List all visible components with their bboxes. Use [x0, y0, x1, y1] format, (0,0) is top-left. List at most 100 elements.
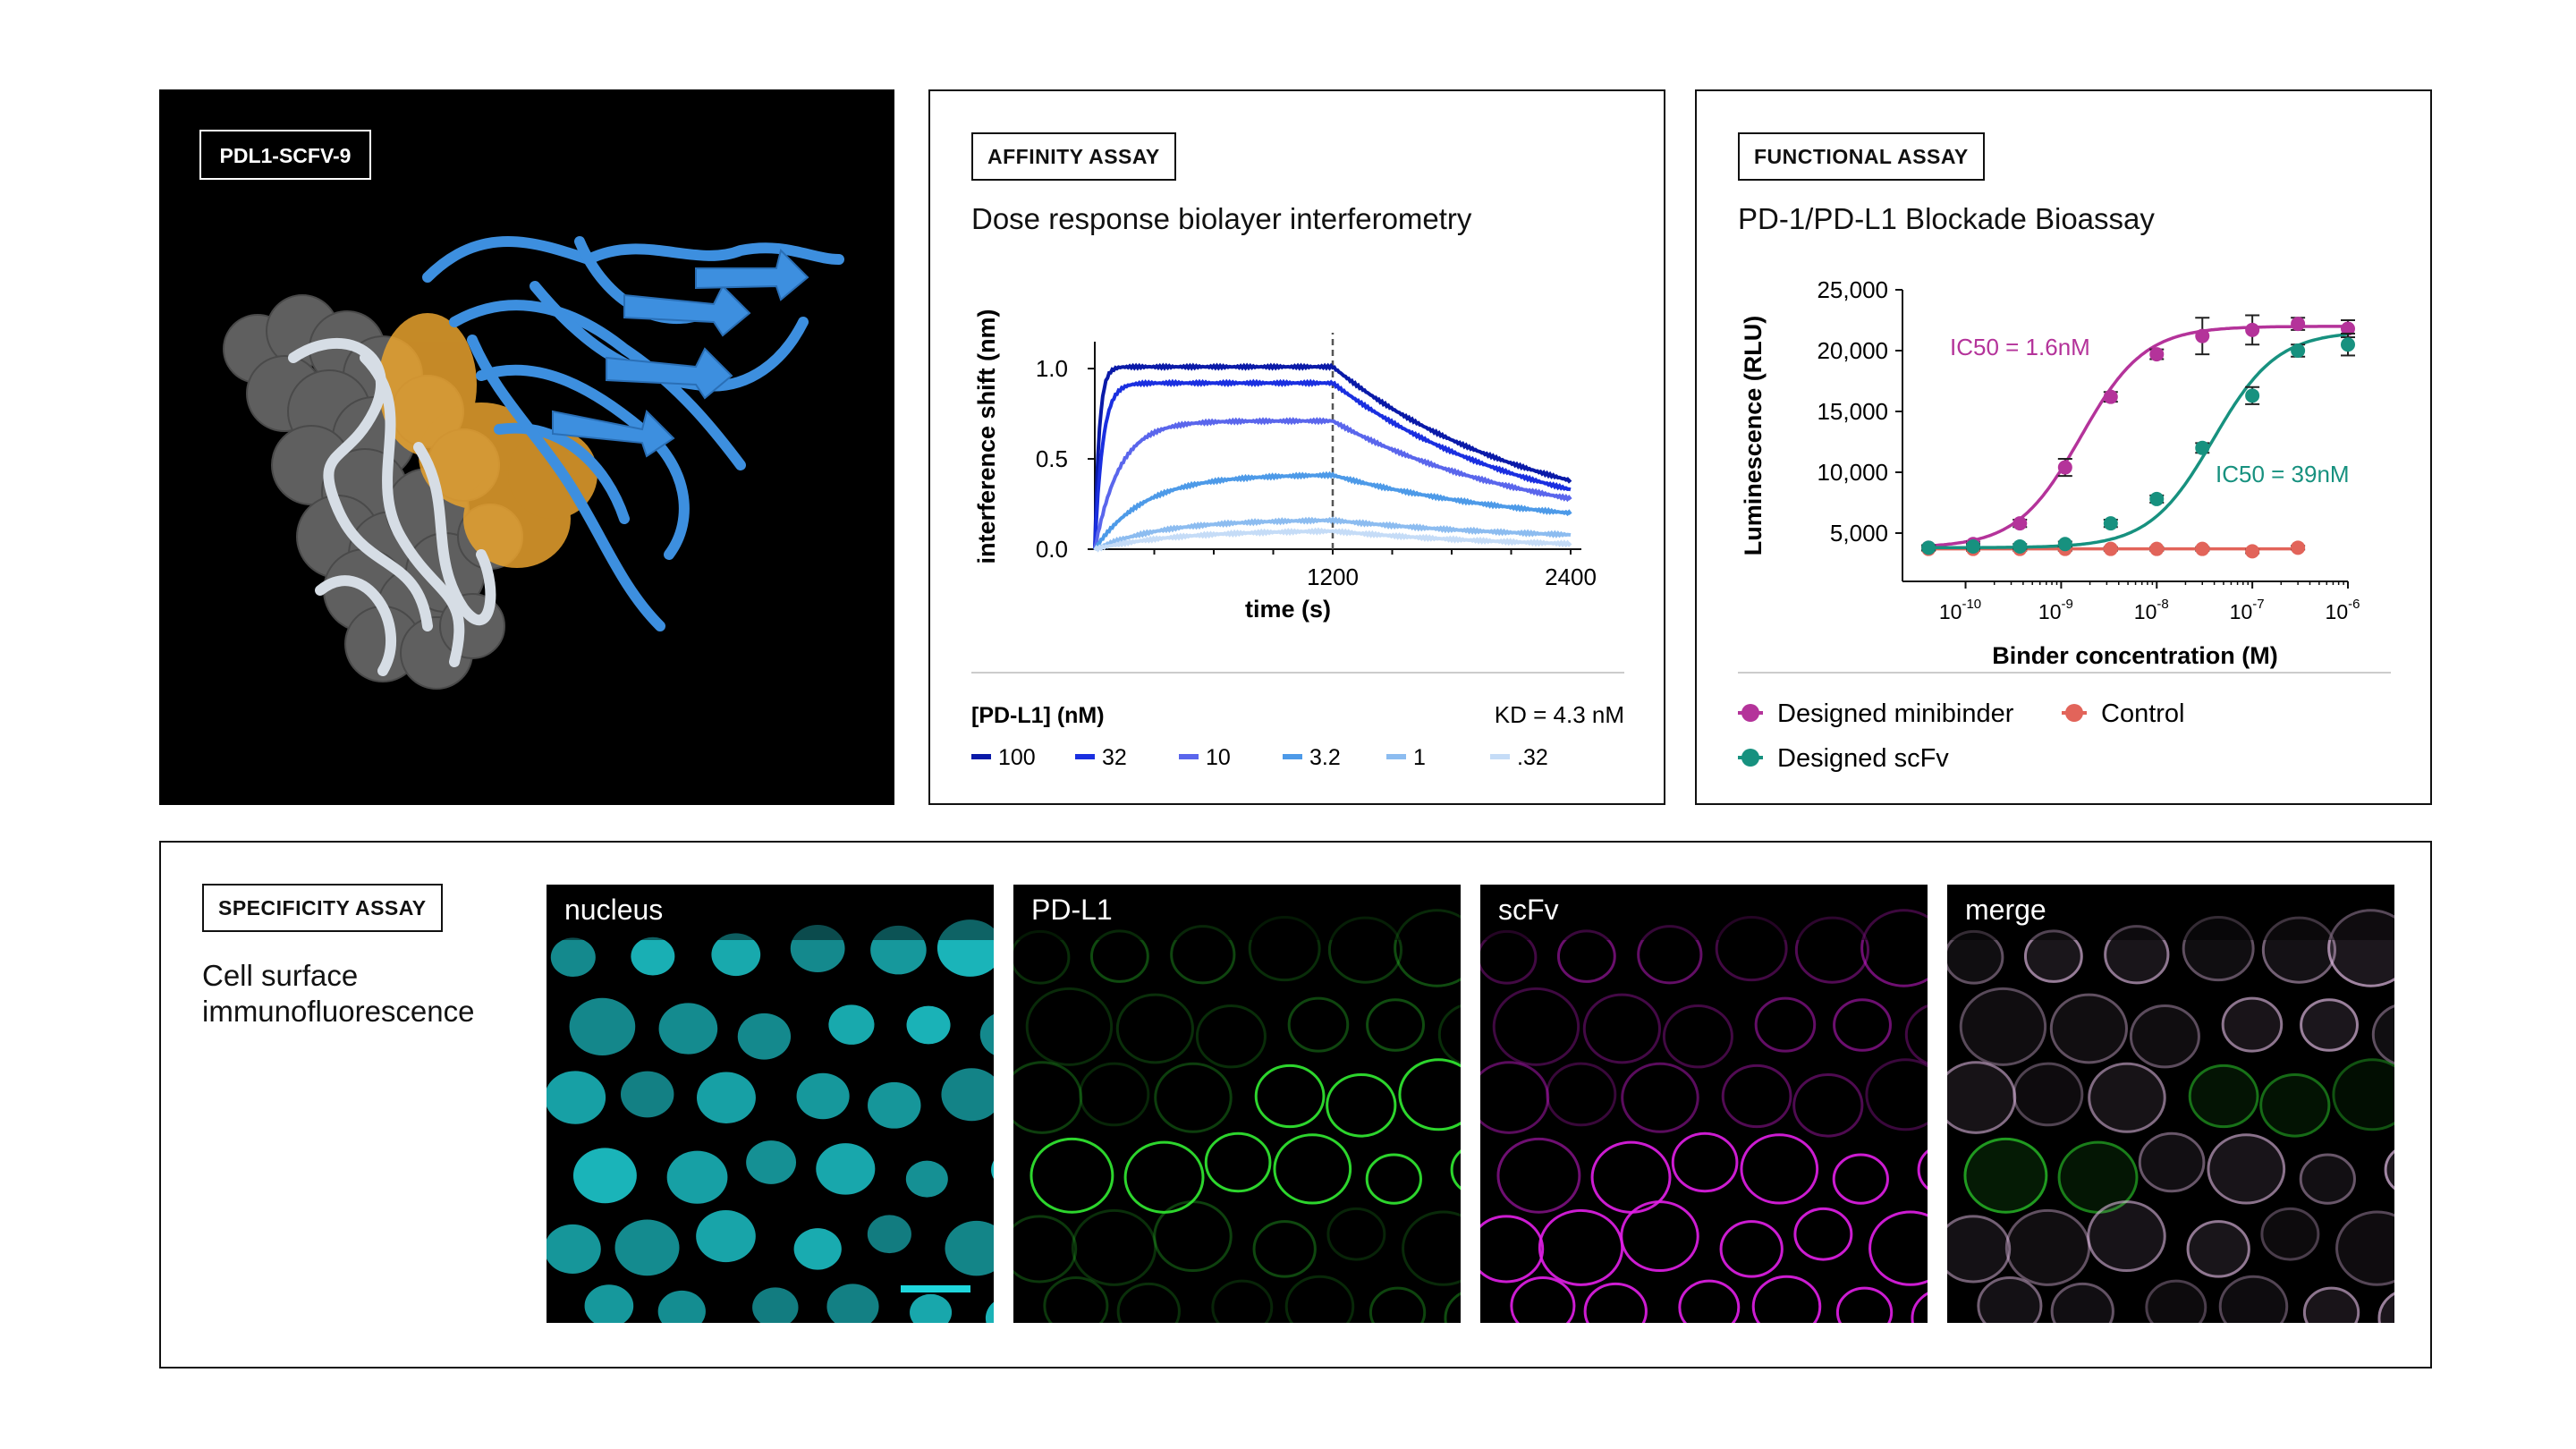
cell-membrane	[2104, 925, 2170, 985]
cell-membrane	[1284, 1275, 1355, 1323]
nucleus-blob	[905, 1160, 948, 1198]
data-point	[2195, 541, 2210, 556]
cell-membrane	[2260, 1207, 2320, 1261]
cell-membrane	[1394, 909, 1461, 987]
cell-membrane	[1170, 925, 1236, 985]
cell-membrane	[2129, 1004, 2200, 1069]
cell-membrane	[1754, 996, 1817, 1053]
cell-membrane	[1835, 1286, 1894, 1323]
cell-membrane	[2012, 1062, 2084, 1127]
nucleus-blob	[631, 936, 675, 976]
x-tick-exponent: -8	[2157, 597, 2168, 612]
cell-membrane	[1792, 1072, 1864, 1138]
cell-membrane	[2049, 993, 2128, 1064]
nucleus-blob	[906, 1005, 951, 1045]
functional-panel: FUNCTIONAL ASSAY PD-1/PD-L1 Blockade Bio…	[1695, 89, 2432, 805]
cell-membrane	[2087, 1200, 2166, 1273]
cell-membrane	[1546, 1062, 1617, 1127]
functional-subtitle: PD-1/PD-L1 Blockade Bioassay	[1738, 202, 2155, 235]
x-axis-label: Binder concentration (M)	[1992, 642, 2278, 669]
cell-membrane	[1248, 915, 1321, 982]
cell-membrane	[1510, 1276, 1576, 1323]
cell-membrane	[1153, 1200, 1233, 1273]
cell-membrane	[1671, 1131, 1739, 1193]
bli-series-line	[1093, 470, 1572, 551]
x-axis-label: time (s)	[1245, 596, 1331, 623]
ic50-scfv: IC50 = 39nM	[2216, 461, 2350, 487]
nucleus-blob	[550, 937, 596, 978]
cell-membrane	[1450, 1149, 1461, 1191]
cell-membrane	[1833, 998, 1892, 1052]
nucleus-blob	[737, 1013, 792, 1060]
cell-membrane	[1721, 1063, 1792, 1129]
cell-membrane	[1287, 996, 1350, 1053]
cell-membrane	[1865, 1058, 1928, 1131]
x-tick-exponent: -6	[2348, 597, 2360, 612]
data-point	[2291, 343, 2306, 358]
bli-series-line	[1093, 516, 1572, 552]
cell-membrane	[1115, 993, 1194, 1064]
cell-membrane	[1911, 1292, 1928, 1323]
cell-membrane	[1195, 1004, 1267, 1069]
data-point	[2103, 541, 2118, 556]
y-tick-label: 5,000	[1830, 520, 1888, 547]
legend-label: 3.2	[1309, 745, 1341, 770]
data-point	[2012, 538, 2028, 554]
data-point	[2341, 337, 2355, 352]
cell-membrane	[1154, 1062, 1233, 1133]
fit-curve	[1928, 325, 2348, 547]
x-tick-label: 10-9	[2038, 597, 2073, 623]
cell-membrane	[1204, 1131, 1272, 1193]
nucleus-blob	[793, 1228, 842, 1270]
nucleus-blob	[666, 1150, 728, 1204]
cell-membrane	[1013, 1215, 1078, 1284]
cell-membrane	[1947, 1215, 2012, 1284]
y-tick-label: 15,000	[1817, 398, 1888, 425]
affinity-tag: AFFINITY ASSAY	[971, 132, 1176, 181]
nucleus-image	[547, 919, 994, 1323]
cell-membrane	[1116, 1282, 1181, 1323]
cell-membrane	[2335, 1210, 2394, 1286]
cell-membrane	[1917, 1149, 1928, 1191]
cell-membrane	[1678, 1279, 1741, 1323]
cell-membrane	[2327, 909, 2394, 987]
data-point	[2103, 389, 2118, 404]
tile-label-scfv: scFv	[1498, 894, 1559, 926]
structure-tag-box	[199, 130, 371, 180]
cell-membrane	[1977, 1276, 2043, 1323]
data-point	[2195, 328, 2210, 343]
pdl1-image	[1013, 909, 1461, 1323]
cell-membrane	[1089, 929, 1149, 983]
nucleus-blob	[936, 919, 994, 977]
legend-label: Designed minibinder	[1777, 699, 2014, 728]
cell-membrane	[2145, 1279, 2207, 1323]
cell-membrane	[1071, 1208, 1157, 1286]
cell-membrane	[2182, 915, 2255, 982]
target-ribbon	[288, 337, 496, 676]
y-tick-label: 20,000	[1817, 337, 1888, 364]
data-point	[2012, 516, 2028, 531]
bli-series-line	[1093, 527, 1572, 553]
nucleus-blob	[620, 1071, 674, 1118]
legend-title: [PD-L1] (nM)	[971, 703, 1105, 728]
cell-membrane	[1368, 1286, 1427, 1323]
nucleus-blob	[991, 1160, 994, 1179]
nucleus-blob	[614, 1219, 680, 1276]
data-point	[2149, 541, 2165, 556]
cell-membrane	[1013, 929, 1071, 985]
cell-membrane	[1832, 1153, 1889, 1205]
cell-membrane	[1556, 929, 1616, 983]
legend-label: .32	[1517, 745, 1548, 770]
tile-label-band	[1947, 885, 2394, 940]
affinity-panel: AFFINITY ASSAY Dose response biolayer in…	[928, 89, 1665, 805]
x-tick-label: 2400	[1545, 564, 1597, 590]
y-tick-label: 1.0	[1036, 355, 1068, 382]
data-point	[2341, 321, 2355, 336]
nucleus-blob	[870, 925, 927, 975]
nucleus-blob	[547, 1224, 601, 1275]
cell-membrane	[1538, 1208, 1624, 1286]
cell-membrane	[1582, 993, 1661, 1064]
nucleus-blob	[945, 1220, 994, 1276]
cell-membrane	[1583, 1282, 1648, 1323]
bli-chart: 1200 2400 0.0 0.5 1.0 time (s) interference sh…	[971, 309, 1624, 770]
